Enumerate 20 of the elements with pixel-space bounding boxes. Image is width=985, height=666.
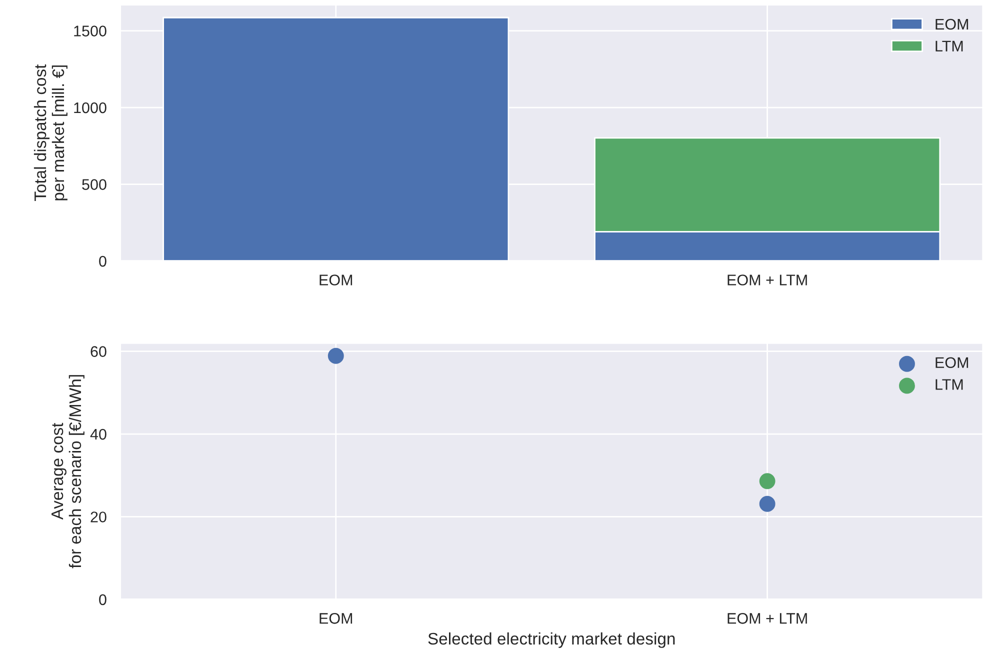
x-tick-label: EOM + LTM: [728, 613, 807, 624]
legend-label: EOM: [936, 18, 968, 30]
legend-label: LTM: [936, 40, 963, 52]
y-tick-label: 20: [90, 512, 106, 522]
y-axis-title: Average cost for each scenario [€/MWh]: [52, 375, 84, 568]
y-tick-label: 0: [99, 594, 106, 606]
point: [328, 348, 344, 364]
point: [759, 473, 776, 490]
y-tick-label: 1000: [74, 102, 106, 114]
y-tick-label: 60: [90, 346, 106, 358]
point: [759, 496, 776, 512]
x-tick-label: EOM + LTM: [728, 274, 807, 286]
y-tick-label: 0: [99, 256, 106, 267]
y-axis-title: Total dispatch cost per market [mill. €]: [34, 64, 68, 202]
legend-label: EOM: [936, 357, 968, 368]
legend-label: LTM: [936, 379, 963, 390]
x-axis-title: Selected electricity market design: [428, 632, 675, 648]
y-tick-label: 500: [82, 179, 106, 190]
y-tick-label: 40: [90, 428, 106, 440]
y-tick-label: 1500: [74, 26, 106, 36]
